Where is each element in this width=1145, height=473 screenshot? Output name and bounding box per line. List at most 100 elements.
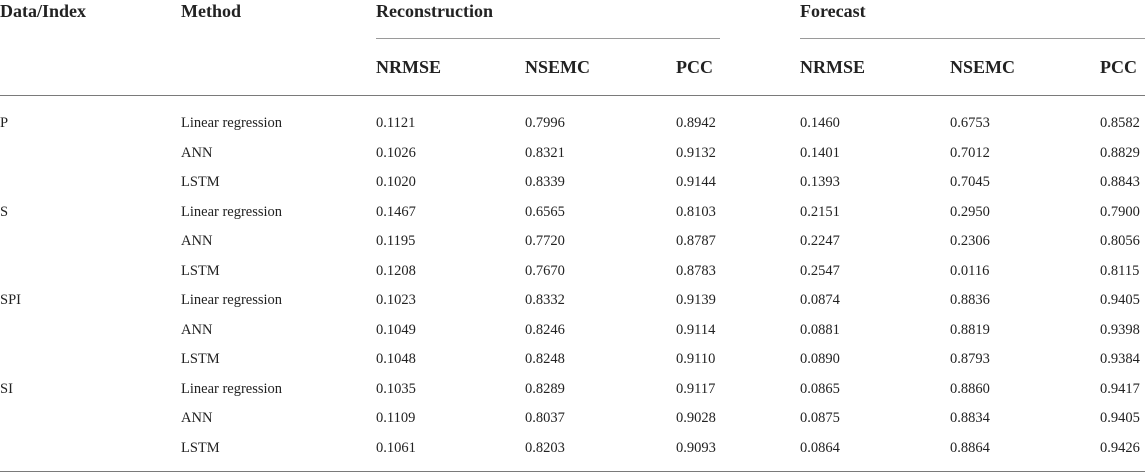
value-cell: 0.8321 <box>525 145 565 161</box>
value-cell: 0.1035 <box>376 381 416 397</box>
value-cell: 0.8115 <box>1100 263 1140 279</box>
value-cell: 0.8793 <box>950 351 990 367</box>
group-label: S <box>0 204 9 220</box>
value-cell: 0.9144 <box>676 174 716 190</box>
header-fore-nrmse: NRMSE <box>800 57 866 77</box>
value-cell: 0.8056 <box>1100 233 1140 249</box>
value-cell: 0.8103 <box>676 204 716 220</box>
value-cell: 0.8864 <box>950 440 990 456</box>
header-forecast: Forecast <box>800 1 866 21</box>
value-cell: 0.8783 <box>676 263 716 279</box>
header-bottom-rule <box>0 95 1145 96</box>
value-cell: 0.8582 <box>1100 115 1140 131</box>
value-cell: 0.2247 <box>800 233 840 249</box>
value-cell: 0.8037 <box>525 410 565 426</box>
header-recon-nrmse: NRMSE <box>376 57 442 77</box>
value-cell: 0.8203 <box>525 440 565 456</box>
value-cell: 0.2950 <box>950 204 990 220</box>
method-cell: LSTM <box>181 440 220 456</box>
value-cell: 0.7720 <box>525 233 565 249</box>
header-recon-nsemc: NSEMC <box>525 57 591 77</box>
header-recon-pcc: PCC <box>676 57 713 77</box>
header-data-index: Data/Index <box>0 1 87 21</box>
value-cell: 0.0874 <box>800 292 840 308</box>
method-cell: LSTM <box>181 351 220 367</box>
value-cell: 0.9405 <box>1100 292 1140 308</box>
value-cell: 0.1393 <box>800 174 840 190</box>
value-cell: 0.1020 <box>376 174 416 190</box>
header-reconstruction: Reconstruction <box>376 1 493 21</box>
value-cell: 0.1048 <box>376 351 416 367</box>
value-cell: 0.1467 <box>376 204 416 220</box>
value-cell: 0.1460 <box>800 115 840 131</box>
value-cell: 0.9139 <box>676 292 716 308</box>
method-cell: ANN <box>181 322 213 338</box>
value-cell: 0.9093 <box>676 440 716 456</box>
method-cell: Linear regression <box>181 292 283 308</box>
value-cell: 0.6753 <box>950 115 990 131</box>
value-cell: 0.8248 <box>525 351 565 367</box>
value-cell: 0.0890 <box>800 351 840 367</box>
value-cell: 0.9110 <box>676 351 716 367</box>
value-cell: 0.1195 <box>376 233 416 249</box>
value-cell: 0.8834 <box>950 410 990 426</box>
value-cell: 0.7996 <box>525 115 565 131</box>
value-cell: 0.1026 <box>376 145 416 161</box>
header-fore-nsemc: NSEMC <box>950 57 1016 77</box>
forecast-rule <box>800 38 1145 39</box>
value-cell: 0.9405 <box>1100 410 1140 426</box>
value-cell: 0.6565 <box>525 204 565 220</box>
value-cell: 0.0864 <box>800 440 840 456</box>
header-method: Method <box>181 1 241 21</box>
method-cell: Linear regression <box>181 204 283 220</box>
value-cell: 0.1061 <box>376 440 416 456</box>
method-cell: ANN <box>181 410 213 426</box>
value-cell: 0.8836 <box>950 292 990 308</box>
value-cell: 0.9132 <box>676 145 716 161</box>
method-cell: LSTM <box>181 263 220 279</box>
method-cell: Linear regression <box>181 115 283 131</box>
value-cell: 0.0881 <box>800 322 840 338</box>
table-bottom-rule <box>0 471 1145 472</box>
value-cell: 0.2151 <box>800 204 840 220</box>
value-cell: 0.9426 <box>1100 440 1140 456</box>
value-cell: 0.8860 <box>950 381 990 397</box>
value-cell: 0.0865 <box>800 381 840 397</box>
value-cell: 0.8289 <box>525 381 565 397</box>
value-cell: 0.1401 <box>800 145 840 161</box>
value-cell: 0.9114 <box>676 322 716 338</box>
group-label: SI <box>0 381 13 397</box>
group-label: SPI <box>0 292 21 308</box>
method-cell: Linear regression <box>181 381 283 397</box>
value-cell: 0.8942 <box>676 115 716 131</box>
method-cell: ANN <box>181 145 213 161</box>
method-cell: LSTM <box>181 174 220 190</box>
value-cell: 0.8843 <box>1100 174 1140 190</box>
value-cell: 0.9398 <box>1100 322 1140 338</box>
reconstruction-rule <box>376 38 720 39</box>
group-label: P <box>0 115 9 131</box>
method-cell: ANN <box>181 233 213 249</box>
value-cell: 0.9028 <box>676 410 716 426</box>
value-cell: 0.1049 <box>376 322 416 338</box>
value-cell: 0.1208 <box>376 263 416 279</box>
value-cell: 0.9384 <box>1100 351 1140 367</box>
value-cell: 0.9117 <box>676 381 716 397</box>
value-cell: 0.0875 <box>800 410 840 426</box>
value-cell: 0.7045 <box>950 174 990 190</box>
value-cell: 0.2547 <box>800 263 840 279</box>
value-cell: 0.8787 <box>676 233 716 249</box>
value-cell: 0.8246 <box>525 322 565 338</box>
value-cell: 0.8332 <box>525 292 565 308</box>
value-cell: 0.7670 <box>525 263 565 279</box>
value-cell: 0.1121 <box>376 115 416 131</box>
value-cell: 0.9417 <box>1100 381 1140 397</box>
value-cell: 0.0116 <box>950 263 990 279</box>
value-cell: 0.7900 <box>1100 204 1140 220</box>
value-cell: 0.1023 <box>376 292 416 308</box>
value-cell: 0.7012 <box>950 145 990 161</box>
header-fore-pcc: PCC <box>1100 57 1137 77</box>
value-cell: 0.8339 <box>525 174 565 190</box>
value-cell: 0.8819 <box>950 322 990 338</box>
value-cell: 0.2306 <box>950 233 990 249</box>
